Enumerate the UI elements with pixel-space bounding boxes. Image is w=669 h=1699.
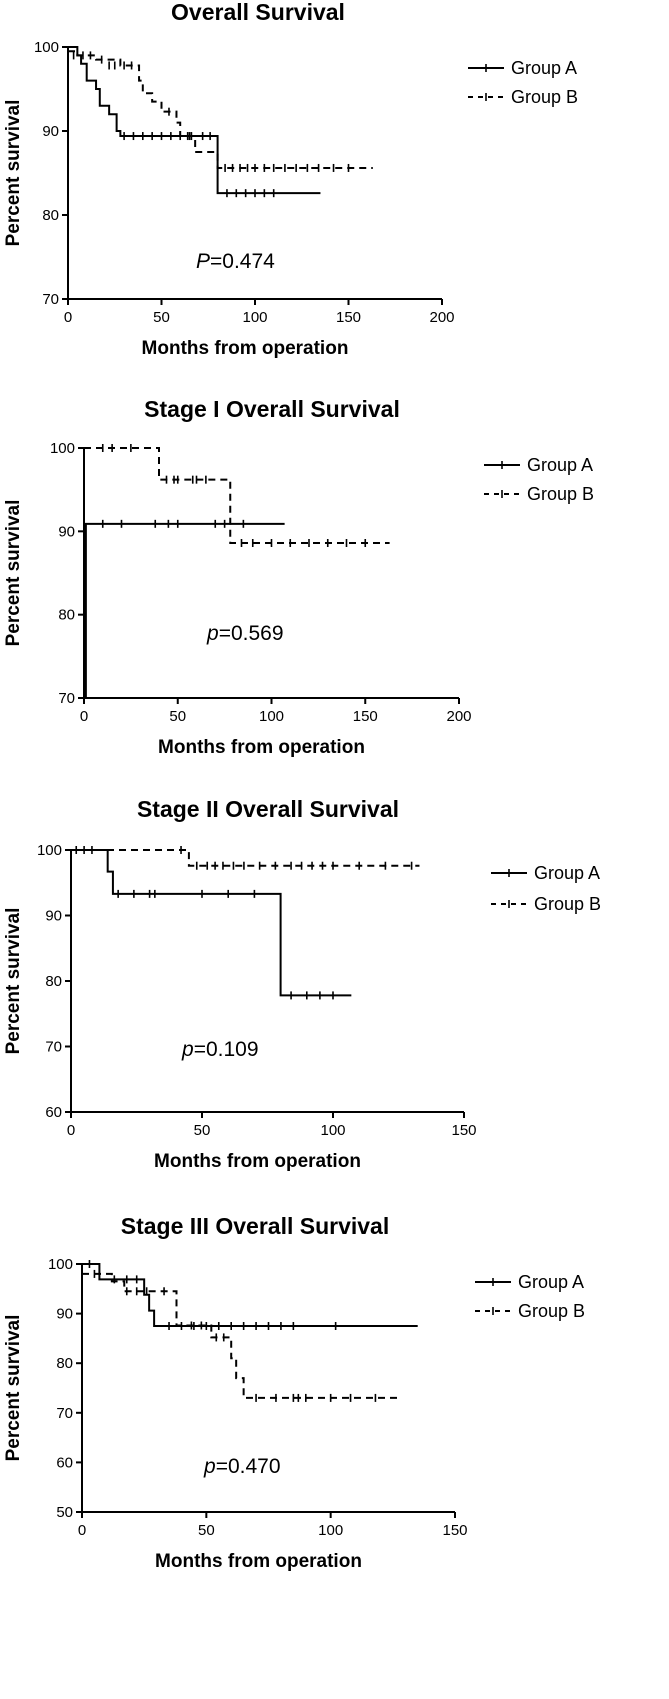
- chart-stage-i-survival-svg: Stage I Overall Survival 0 50 100 150 200 70 80…: [3, 396, 594, 758]
- y-tick-label: 60: [56, 1454, 73, 1471]
- y-tick-label: 80: [45, 973, 62, 990]
- x-tick-label: 150: [442, 1522, 467, 1539]
- chart-stage-ii-survival-svg: Stage II Overall Survival 0 50 100 150 60 70 80…: [3, 796, 601, 1172]
- y-axis-label: Percent survival: [3, 500, 24, 647]
- chart-stage-i-survival: Stage I Overall Survival 0 50 100 150 200 70 80…: [0, 395, 669, 765]
- series-line-group-a: [84, 522, 285, 699]
- p-value-number: =0.470: [216, 1455, 281, 1478]
- legend-label-group-b: Group B: [511, 87, 578, 107]
- y-tick-label: 90: [42, 123, 59, 140]
- x-axis-label: Months from operation: [158, 737, 365, 758]
- x-tick-label: 100: [318, 1522, 343, 1539]
- x-tick-label: 50: [194, 1122, 211, 1139]
- x-tick-label: 50: [198, 1522, 215, 1539]
- chart-title: Stage II Overall Survival: [137, 796, 399, 822]
- x-tick-label: 50: [153, 309, 170, 326]
- x-tick-label: 100: [242, 309, 267, 326]
- y-tick-label: 80: [56, 1355, 73, 1372]
- y-tick-label: 50: [56, 1504, 73, 1521]
- x-axis-label: Months from operation: [155, 1551, 362, 1572]
- series-line-group-b: [82, 1272, 401, 1399]
- series-line-group-b: [68, 50, 373, 169]
- x-tick-label: 200: [446, 708, 471, 725]
- y-tick-label: 90: [58, 523, 75, 540]
- legend-label-group-a: Group A: [511, 58, 577, 78]
- y-tick-label: 70: [56, 1405, 73, 1422]
- x-tick-label: 150: [451, 1122, 476, 1139]
- p-value-symbol: P: [196, 250, 210, 273]
- x-axis-label: Months from operation: [142, 338, 349, 359]
- y-tick-label: 100: [34, 39, 59, 56]
- x-tick-label: 150: [353, 708, 378, 725]
- y-axis-label: Percent survival: [3, 1315, 24, 1462]
- x-tick-label: 0: [78, 1522, 86, 1539]
- legend-label-group-a: Group A: [518, 1272, 584, 1292]
- p-value-annotation: p=0.569: [206, 622, 284, 645]
- p-value-annotation: p=0.109: [181, 1038, 259, 1061]
- y-axis-label: Percent survival: [3, 908, 24, 1055]
- y-tick-label: 100: [37, 842, 62, 859]
- x-tick-label: 100: [320, 1122, 345, 1139]
- y-tick-label: 70: [42, 291, 59, 308]
- series-line-group-a: [82, 1263, 418, 1327]
- y-tick-label: 90: [56, 1306, 73, 1323]
- series-line-group-a: [68, 46, 321, 195]
- x-tick-label: 200: [429, 309, 454, 326]
- x-tick-label: 150: [336, 309, 361, 326]
- legend-label-group-b: Group B: [527, 484, 594, 504]
- chart-stage-ii-survival: Stage II Overall Survival 0 50 100 150 60 70 80…: [0, 795, 669, 1190]
- p-value-number: =0.474: [210, 250, 275, 273]
- legend-label-group-a: Group A: [527, 455, 593, 475]
- chart-stage-iii-survival: Stage III Overall Survival 0 50 100 150 50 60 7…: [0, 1213, 669, 1699]
- y-tick-label: 80: [42, 207, 59, 224]
- x-axis-label: Months from operation: [154, 1151, 361, 1172]
- legend-label-group-a: Group A: [534, 863, 600, 883]
- chart-overall-survival: Overall Survival 0 50 100 150 200 70 80 90 100 Mon…: [0, 0, 669, 360]
- series-line-group-b: [71, 849, 420, 867]
- chart-title: Overall Survival: [171, 0, 345, 25]
- legend-label-group-b: Group B: [518, 1301, 585, 1321]
- series-line-group-b: [84, 447, 390, 544]
- p-value-symbol: p: [206, 622, 219, 645]
- y-tick-label: 90: [45, 908, 62, 925]
- x-tick-label: 0: [80, 708, 88, 725]
- p-value-number: =0.109: [194, 1038, 259, 1061]
- series-line-group-a: [71, 849, 352, 997]
- p-value-annotation: p=0.470: [203, 1455, 281, 1478]
- chart-title: Stage I Overall Survival: [144, 396, 400, 422]
- x-tick-label: 50: [169, 708, 186, 725]
- chart-stage-iii-survival-svg: Stage III Overall Survival 0 50 100 150 50 60 7…: [3, 1213, 585, 1572]
- p-value-symbol: p: [203, 1455, 216, 1478]
- y-tick-label: 100: [48, 1256, 73, 1273]
- chart-title: Stage III Overall Survival: [121, 1213, 389, 1239]
- x-tick-label: 0: [67, 1122, 75, 1139]
- y-tick-label: 100: [50, 440, 75, 457]
- p-value-annotation: P=0.474: [196, 250, 275, 273]
- y-axis-label: Percent survival: [3, 100, 24, 247]
- legend-label-group-b: Group B: [534, 894, 601, 914]
- chart-overall-survival-svg: Overall Survival 0 50 100 150 200 70 80 90 100 Mon…: [3, 0, 578, 359]
- p-value-symbol: p: [181, 1038, 194, 1061]
- x-tick-label: 100: [259, 708, 284, 725]
- y-tick-label: 60: [45, 1104, 62, 1121]
- x-tick-label: 0: [64, 309, 72, 326]
- y-tick-label: 80: [58, 607, 75, 624]
- y-tick-label: 70: [45, 1039, 62, 1056]
- y-tick-label: 70: [58, 690, 75, 707]
- p-value-number: =0.569: [219, 622, 284, 645]
